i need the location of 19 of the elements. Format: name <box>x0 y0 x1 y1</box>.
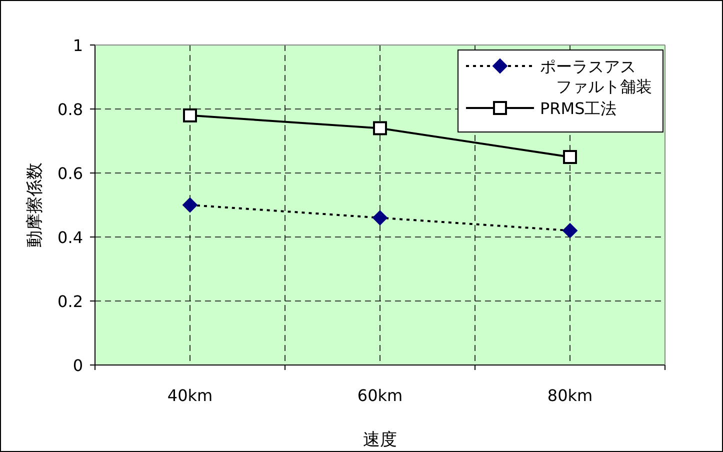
legend-label: PRMS工法 <box>540 99 617 118</box>
x-tick-label: 80km <box>547 386 593 405</box>
y-tick-label: 1 <box>72 36 83 55</box>
point <box>562 223 578 238</box>
y-tick-label: 0.2 <box>58 292 83 311</box>
x-tick-label: 40km <box>167 386 213 405</box>
y-tick-label: 0.6 <box>58 164 83 183</box>
point <box>182 198 198 212</box>
y-tick-label: 0.4 <box>58 228 83 247</box>
point <box>563 150 577 164</box>
y-tick-label: 0 <box>72 356 83 375</box>
point <box>372 210 388 226</box>
x-axis-title: 速度 <box>363 430 397 450</box>
point <box>183 108 197 122</box>
y-axis-title: 動摩擦係数 <box>25 162 45 248</box>
legend-label: ポーラスアスファルト舗装 <box>540 57 652 96</box>
point <box>373 121 387 136</box>
x-tick-label: 60km <box>357 386 403 405</box>
y-tick-label: 0.8 <box>58 100 83 119</box>
